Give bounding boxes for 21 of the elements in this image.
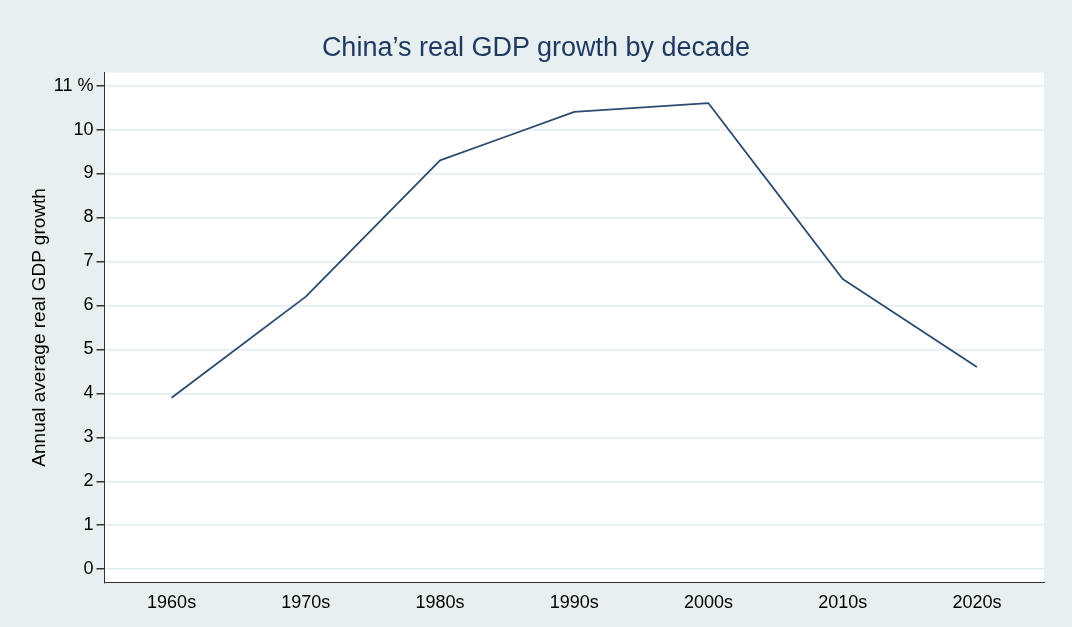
y-axis-title: Annual average real GDP growth <box>27 188 49 467</box>
chart-title: China’s real GDP growth by decade <box>321 31 751 62</box>
x-tick-label: 2010s <box>818 592 868 613</box>
y-tick-label: 9 <box>83 162 94 183</box>
y-tick-label: 2 <box>83 470 94 491</box>
y-tick-label: 8 <box>83 206 94 227</box>
x-tick-label: 1970s <box>281 592 331 613</box>
x-tick-label: 2000s <box>683 592 733 613</box>
x-tick-label: 1960s <box>147 592 197 613</box>
x-tick-label: 1980s <box>415 592 465 613</box>
y-tick-label: 0 <box>83 558 94 579</box>
y-tick-label: 3 <box>83 426 94 447</box>
y-tick-label: 4 <box>83 382 94 403</box>
y-tick-label: 1 <box>83 514 94 535</box>
y-tick-label: 11 % <box>53 74 94 95</box>
y-tick-label: 7 <box>83 250 94 271</box>
y-tick-label: 5 <box>83 338 94 359</box>
x-tick-label: 1990s <box>549 592 599 613</box>
x-tick-label: 2020s <box>952 592 1002 613</box>
y-tick-label: 6 <box>83 294 94 315</box>
y-tick-label: 10 <box>73 118 94 139</box>
